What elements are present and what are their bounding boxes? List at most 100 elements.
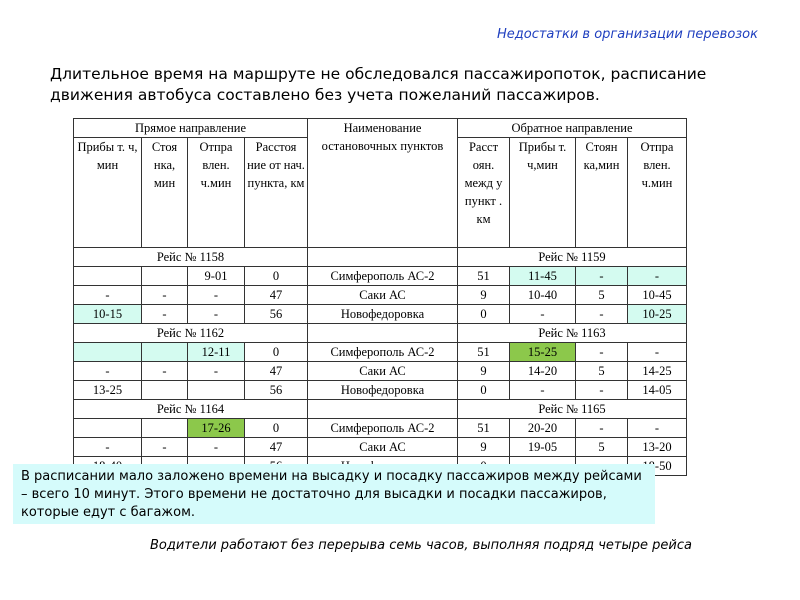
table-cell: 10-40 <box>509 285 576 305</box>
table-cell: - <box>141 437 188 457</box>
table-cell: 17-26 <box>187 418 245 438</box>
table-cell: 14-20 <box>509 361 576 381</box>
stop-name: Новофедоровка <box>307 304 458 324</box>
table-cell: - <box>509 304 576 324</box>
table-cell: 10-45 <box>627 285 687 305</box>
forward-header: Прямое направление <box>73 118 308 138</box>
table-cell: 0 <box>457 380 510 400</box>
backward-header: Обратное направление <box>457 118 687 138</box>
table-cell: 47 <box>244 437 308 457</box>
empty-cell <box>307 399 458 419</box>
table-cell <box>141 266 188 286</box>
table-cell <box>73 418 142 438</box>
stop-name: Симферополь АС-2 <box>307 342 458 362</box>
trip-header-row: Рейс № 1164 Рейс № 1165 <box>73 399 687 419</box>
trip-header-row: Рейс № 1158 Рейс № 1159 <box>73 247 687 267</box>
stop-name: Новофедоровка <box>307 380 458 400</box>
table-cell: 19-05 <box>509 437 576 457</box>
table-cell: 51 <box>457 342 510 362</box>
stop-name: Саки АС <box>307 361 458 381</box>
table-cell: 0 <box>244 418 308 438</box>
table-cell: 0 <box>244 266 308 286</box>
table-cell: 12-11 <box>187 342 245 362</box>
table-cell <box>73 266 142 286</box>
callout-note: В расписании мало заложено времени на вы… <box>13 464 655 524</box>
table-cell: 51 <box>457 266 510 286</box>
table-cell: 13-20 <box>627 437 687 457</box>
trip-number: Рейс № 1165 <box>457 399 687 419</box>
table-row: 9-01 0 Симферополь АС-2 51 11-45- - <box>73 266 687 286</box>
table-row: 10-15- -56 Новофедоровка 0- -10-25 <box>73 304 687 324</box>
table-cell: - <box>187 361 245 381</box>
table-cell: 51 <box>457 418 510 438</box>
table-cell: 11-45 <box>509 266 576 286</box>
col-header: Отпра влен. ч.мин <box>627 137 687 248</box>
stops-header: Наименование остановочных пунктов <box>307 118 458 248</box>
table-cell: 15-25 <box>509 342 576 362</box>
col-header: Расст оян. межд у пункт . км <box>457 137 510 248</box>
slide-title: Недостатки в организации перевозок <box>497 27 758 42</box>
table-cell: - <box>627 418 687 438</box>
stop-name: Симферополь АС-2 <box>307 418 458 438</box>
col-header: Отпра влен. ч.мин <box>187 137 245 248</box>
table-cell: 9 <box>457 437 510 457</box>
table-cell: - <box>141 361 188 381</box>
table-cell: - <box>141 304 188 324</box>
table-cell: - <box>575 380 628 400</box>
col-header: Стоя нка, мин <box>141 137 188 248</box>
table-cell <box>187 380 245 400</box>
table-row: - - -47 Саки АС 9 10-40 5 10-45 <box>73 285 687 305</box>
intro-text: Длительное время на маршруте не обследов… <box>50 65 707 104</box>
table-cell: 5 <box>575 437 628 457</box>
trip-number: Рейс № 1159 <box>457 247 687 267</box>
table-row: 13-25 56 Новофедоровка 0- -14-05 <box>73 380 687 400</box>
table-cell: 5 <box>575 361 628 381</box>
table-cell: - <box>575 266 628 286</box>
table-cell: 0 <box>457 304 510 324</box>
table-cell: - <box>575 418 628 438</box>
table-cell: 10-25 <box>627 304 687 324</box>
table-cell: 5 <box>575 285 628 305</box>
trip-header-row: Рейс № 1162 Рейс № 1163 <box>73 323 687 343</box>
table-cell: 13-25 <box>73 380 142 400</box>
table-row: - - -47 Саки АС 9 19-05 5 13-20 <box>73 437 687 457</box>
table-row: 12-11 0 Симферополь АС-2 51 15-25- - <box>73 342 687 362</box>
table-cell: 14-05 <box>627 380 687 400</box>
table-cell: - <box>627 266 687 286</box>
schedule-table: Прямое направление Наименование остановоч… <box>73 118 687 476</box>
footer-note: Водители работают без перерыва семь часо… <box>150 538 692 553</box>
table-cell: - <box>187 304 245 324</box>
stop-name: Симферополь АС-2 <box>307 266 458 286</box>
table-cell: 10-15 <box>73 304 142 324</box>
table-cell: 9 <box>457 361 510 381</box>
trip-number: Рейс № 1164 <box>73 399 308 419</box>
stop-name: Саки АС <box>307 285 458 305</box>
table-cell: 20-20 <box>509 418 576 438</box>
table-cell: - <box>509 380 576 400</box>
table-cell: - <box>73 437 142 457</box>
table-cell: - <box>73 285 142 305</box>
table-cell: 9 <box>457 285 510 305</box>
trip-number: Рейс № 1162 <box>73 323 308 343</box>
table-cell: - <box>575 342 628 362</box>
table-cell: - <box>187 285 245 305</box>
table-cell <box>141 380 188 400</box>
col-header: Прибы т. ч,мин <box>509 137 576 248</box>
table-cell: 9-01 <box>187 266 245 286</box>
stop-name: Саки АС <box>307 437 458 457</box>
table-cell: - <box>73 361 142 381</box>
table-cell: - <box>187 437 245 457</box>
table-cell <box>73 342 142 362</box>
table-cell: 14-25 <box>627 361 687 381</box>
table-cell: 47 <box>244 285 308 305</box>
empty-cell <box>307 323 458 343</box>
table-cell: - <box>141 285 188 305</box>
col-header: Прибы т. ч, мин <box>73 137 142 248</box>
trip-number: Рейс № 1163 <box>457 323 687 343</box>
empty-cell <box>307 247 458 267</box>
table-cell <box>141 342 188 362</box>
table-cell: - <box>575 304 628 324</box>
col-header: Расстоя ние от нач. пункта, км <box>244 137 308 248</box>
table-cell: 47 <box>244 361 308 381</box>
table-cell: 56 <box>244 304 308 324</box>
